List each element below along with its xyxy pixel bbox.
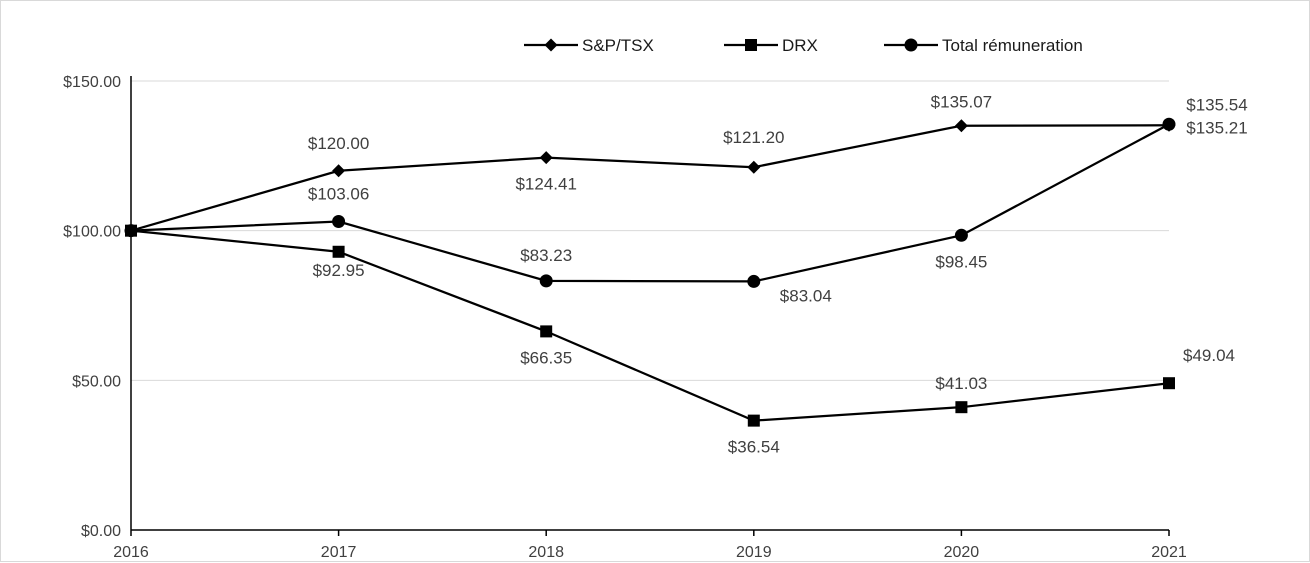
y-tick-label: $0.00 — [81, 523, 121, 540]
data-point-square — [332, 245, 345, 258]
data-point-circle — [1162, 117, 1176, 131]
data-label: $120.00 — [308, 134, 369, 153]
legend-marker-diamond — [544, 38, 558, 52]
y-tick-label: $100.00 — [63, 224, 121, 241]
data-label: $83.23 — [520, 246, 572, 265]
data-label: $103.06 — [308, 185, 369, 204]
data-label: $135.07 — [931, 93, 992, 112]
series-group — [124, 117, 1176, 427]
data-point-diamond — [332, 164, 346, 178]
data-label: $36.54 — [728, 438, 780, 457]
data-label: $124.41 — [515, 175, 576, 194]
legend-marker-circle — [904, 38, 918, 52]
legend-item: DRX — [724, 36, 818, 55]
legend-label: DRX — [782, 36, 818, 55]
data-label: $135.54 — [1186, 95, 1247, 114]
data-point-square — [540, 325, 553, 338]
series-line — [130, 229, 1170, 422]
data-label: $98.45 — [935, 252, 987, 271]
x-tick-label: 2017 — [321, 544, 357, 561]
data-label: $49.04 — [1183, 346, 1235, 365]
x-tick-label: 2018 — [528, 544, 564, 561]
series-circle — [124, 117, 1176, 288]
data-label: $135.21 — [1186, 118, 1247, 137]
series-diamond — [124, 118, 1176, 238]
series-square — [125, 224, 1175, 427]
gridlines — [131, 80, 1169, 381]
data-label: $121.20 — [723, 128, 784, 147]
data-point-diamond — [954, 119, 968, 133]
data-label: $41.03 — [935, 374, 987, 393]
legend-item: Total rémuneration — [884, 36, 1083, 55]
legend-item: S&P/TSX — [524, 36, 654, 55]
data-point-circle — [747, 274, 761, 288]
series-line — [130, 124, 1170, 232]
y-tick-label: $150.00 — [63, 74, 121, 91]
data-point-square — [1163, 377, 1175, 390]
data-point-square — [747, 414, 760, 427]
data-point-diamond — [539, 151, 553, 165]
axes: $0.00 $50.00 $100.00 $150.00 2016 2017 2018 201… — [63, 74, 1187, 561]
data-point-circle — [124, 224, 138, 238]
legend: S&P/TSX DRX Total rémuneration — [524, 36, 1083, 55]
legend-label: S&P/TSX — [582, 36, 654, 55]
data-point-diamond — [747, 160, 761, 174]
data-point-circle — [332, 215, 346, 229]
x-tick-label: 2019 — [736, 544, 772, 561]
x-tick-label: 2020 — [944, 544, 980, 561]
legend-label: Total rémuneration — [942, 36, 1083, 55]
data-point-square — [955, 401, 968, 414]
x-tick-label: 2016 — [113, 544, 149, 561]
data-label: $66.35 — [520, 348, 572, 367]
data-label: $92.95 — [313, 261, 365, 280]
x-tick-label: 2021 — [1151, 544, 1187, 561]
data-label: $83.04 — [780, 286, 832, 305]
legend-marker-square — [745, 39, 757, 51]
data-point-circle — [539, 274, 553, 288]
data-point-circle — [954, 228, 968, 242]
data-labels: $120.00 $124.41 $121.20 $135.07 $135.21 $92.9… — [308, 93, 1248, 457]
series-line — [130, 123, 1170, 283]
y-tick-label: $50.00 — [72, 373, 121, 390]
